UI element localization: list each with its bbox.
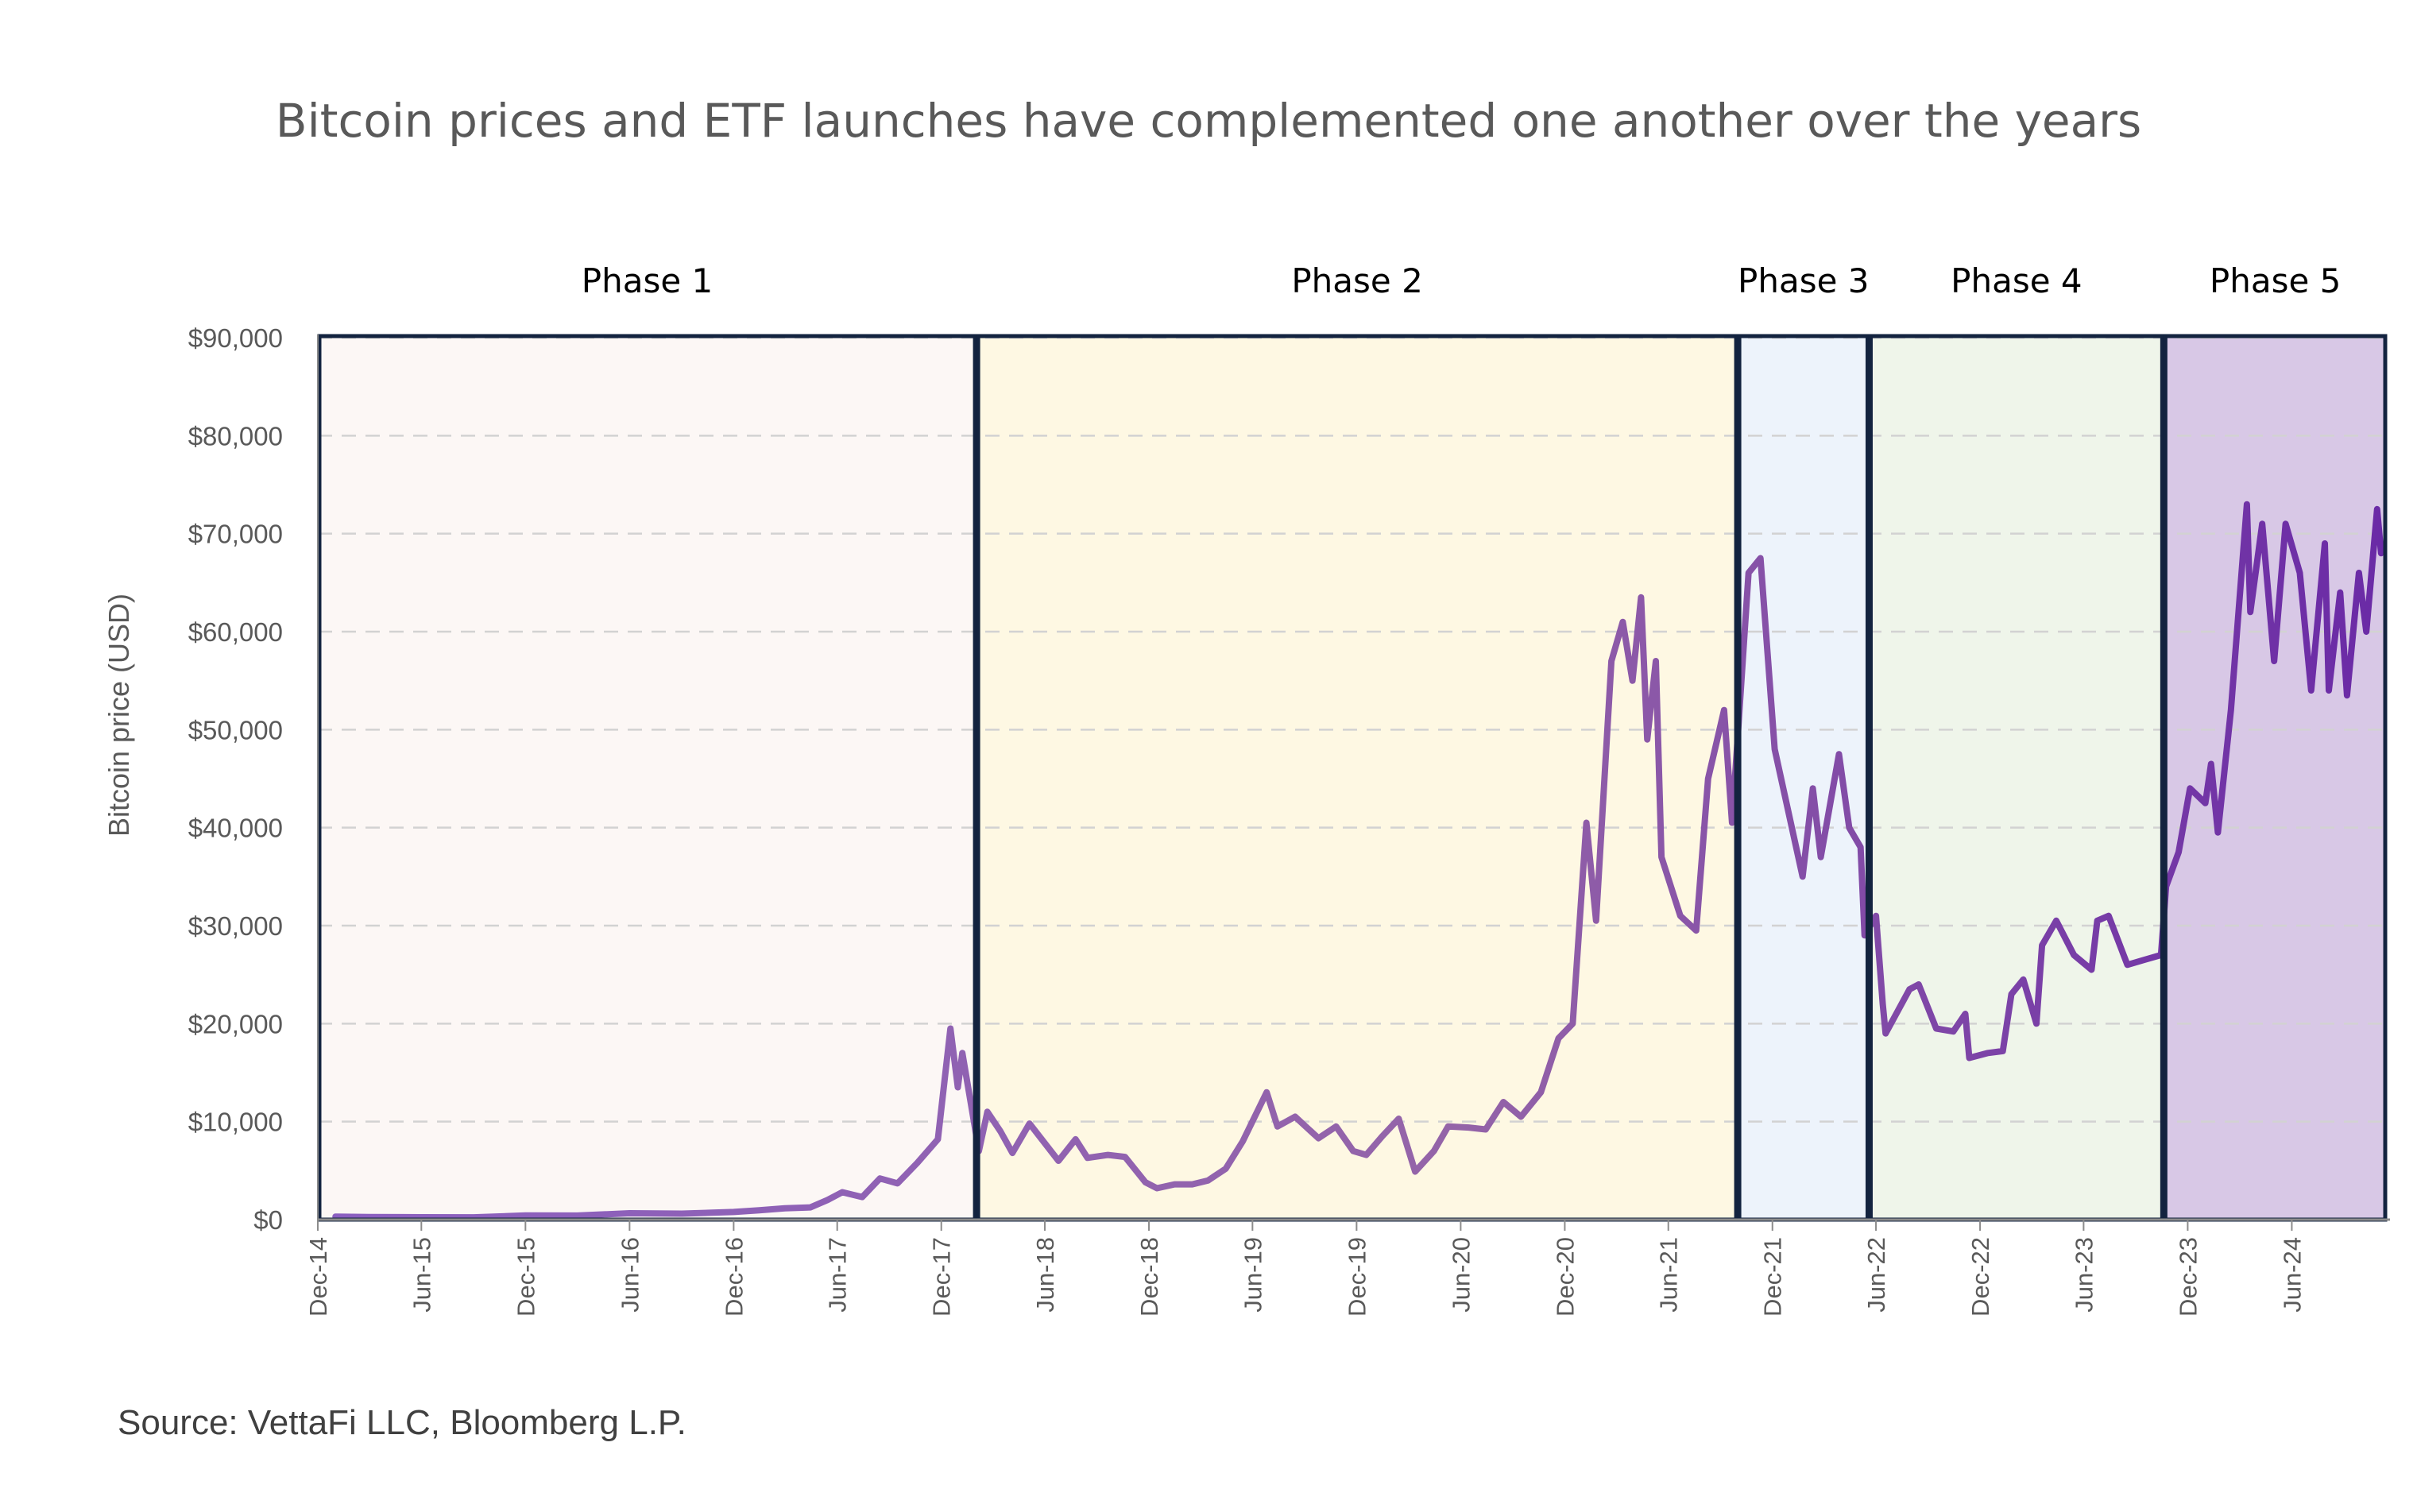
x-tick-label: Dec-19: [1343, 1237, 1371, 1317]
x-tick-label: Jun-20: [1447, 1237, 1475, 1313]
x-tick-label: Dec-21: [1759, 1237, 1787, 1317]
x-tick-label: Jun-19: [1239, 1237, 1267, 1313]
x-tick-label: Dec-15: [512, 1237, 539, 1317]
y-axis-label: Bitcoin price (USD): [102, 594, 135, 837]
phase-label-3: Phase 3: [1738, 261, 1869, 300]
y-tick-label: $60,000: [188, 617, 283, 647]
y-axis-ticks: $0 $10,000 $20,000 $30,000 $40,000 $50,000 $60…: [188, 323, 283, 1235]
phase-label-4: Phase 4: [1951, 261, 2082, 300]
phase-band-1: [318, 338, 977, 1220]
x-tick-label: Jun-21: [1655, 1237, 1683, 1313]
x-tick-label: Dec-16: [720, 1237, 748, 1317]
x-tick-label: Jun-24: [2278, 1237, 2306, 1313]
phases-layer: [318, 338, 2387, 1220]
phase-band-5: [2164, 338, 2387, 1220]
y-tick-label: $50,000: [188, 715, 283, 744]
x-tick-label: Jun-22: [1862, 1237, 1890, 1313]
y-tick-label: $40,000: [188, 814, 283, 843]
y-tick-label: $70,000: [188, 520, 283, 549]
y-tick-label: $0: [253, 1205, 283, 1235]
phase-band-4: [1869, 338, 2164, 1220]
source-note: Source: VettaFi LLC, Bloomberg L.P.: [118, 1403, 686, 1442]
x-tick-label: Jun-23: [2070, 1237, 2098, 1313]
y-tick-label: $10,000: [188, 1108, 283, 1137]
phase-label-2: Phase 2: [1291, 261, 1422, 300]
y-tick-label: $20,000: [188, 1009, 283, 1038]
y-tick-label: $90,000: [188, 323, 283, 353]
y-tick-label: $30,000: [188, 911, 283, 941]
x-tick-label: Dec-17: [928, 1237, 956, 1317]
x-tick-label: Dec-20: [1551, 1237, 1579, 1317]
x-tick-label: Jun-18: [1031, 1237, 1059, 1313]
phase-band-2: [976, 338, 1738, 1220]
chart-title: Bitcoin prices and ETF launches have com…: [276, 94, 2141, 148]
y-tick-label: $80,000: [188, 421, 283, 451]
x-tick-label: Dec-22: [1966, 1237, 1994, 1317]
x-tick-label: Dec-23: [2174, 1237, 2202, 1317]
phase-label-1: Phase 1: [582, 261, 713, 300]
x-tick-label: Jun-17: [824, 1237, 852, 1313]
axes: [317, 334, 2390, 1221]
x-axis-ticks: Dec-14 Jun-15 Dec-15 Jun-16 Dec-16 Jun-17 Dec-…: [304, 1220, 2306, 1317]
x-tick-label: Jun-16: [616, 1237, 644, 1313]
x-tick-label: Dec-18: [1135, 1237, 1163, 1317]
phase-label-5: Phase 5: [2210, 261, 2341, 300]
phase-band-3: [1738, 338, 1870, 1220]
x-tick-label: Jun-15: [408, 1237, 435, 1313]
x-tick-label: Dec-14: [304, 1237, 332, 1317]
